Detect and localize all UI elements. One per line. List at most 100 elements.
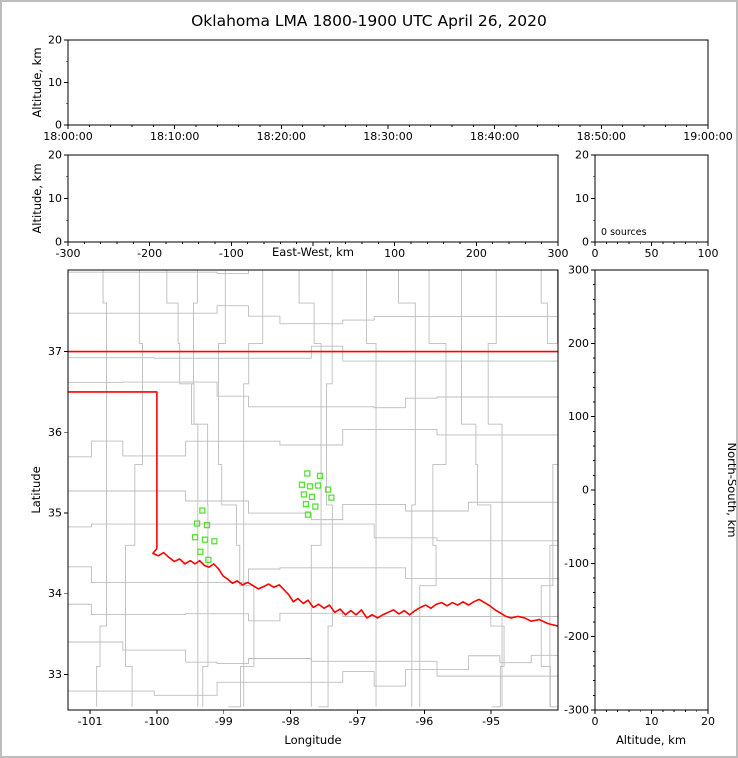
y-tick-label: 35 (48, 507, 62, 520)
lma-station-marker (324, 486, 332, 493)
x-tick-label: -100 (219, 247, 244, 260)
county-boundary-line (318, 270, 333, 708)
panel-time-altitude: 18:00:00 18:10:00 18:20:00 18:30:00 18:40:00… (43, 34, 732, 144)
x-tick-label: 18:40:00 (470, 130, 519, 143)
county-boundary-line (217, 270, 255, 708)
y-tick-label: 0 (582, 236, 589, 249)
county-boundary-line (68, 490, 558, 521)
x-tick-label: 0 (592, 715, 599, 728)
lma-station-marker (197, 548, 204, 555)
ew-panel-xlabel: East-West, km (272, 245, 354, 259)
y-tick-label: -100 (564, 557, 589, 570)
lma-station-marker (302, 500, 310, 508)
oklahoma-border-line (68, 391, 158, 549)
y-tick-label: -200 (564, 630, 589, 643)
x-tick-label: 100 (698, 247, 719, 260)
axis-ticks (64, 351, 492, 714)
lma-station-marker (211, 538, 218, 545)
county-boundary-line (125, 270, 143, 707)
x-tick-label: 0 (592, 247, 599, 260)
y-tick-label: 33 (48, 668, 62, 681)
x-tick-label: -97 (348, 715, 366, 728)
county-boundary-line (96, 270, 107, 707)
y-tick-label: 0 (55, 236, 62, 249)
county-boundary-line (68, 270, 249, 274)
time-panel-ylabel: Altitude, km (30, 47, 44, 117)
lma-station-marker (312, 503, 319, 510)
red-river-line (152, 548, 558, 627)
county-boundary-line (68, 641, 558, 677)
y-tick-label: 0 (55, 119, 62, 132)
axes-background (68, 155, 558, 242)
x-tick-label: 10 (645, 715, 659, 728)
map-layers (68, 270, 558, 708)
y-tick-label: 20 (575, 149, 589, 162)
x-tick-label: 18:20:00 (257, 130, 306, 143)
lma-station-marker (316, 472, 324, 480)
y-tick-label: 36 (48, 426, 62, 439)
axes-background (68, 40, 708, 125)
x-tick-label: 18:30:00 (363, 130, 412, 143)
y-tick-label: 20 (48, 34, 62, 47)
y-tick-label: 20 (48, 149, 62, 162)
lma-station-marker (308, 493, 316, 501)
county-boundary-line (461, 270, 505, 708)
axes-frame (67, 154, 559, 243)
county-boundary-line (68, 429, 558, 458)
lma-station-marker (205, 556, 212, 563)
x-tick-label: -96 (415, 715, 433, 728)
map-xlabel: Longitude (284, 733, 341, 747)
x-tick-label: -99 (215, 715, 233, 728)
county-boundary-line (191, 270, 209, 707)
county-boundary-line (487, 270, 503, 707)
y-tick-label: 0 (582, 484, 589, 497)
axes-frame (594, 269, 709, 711)
county-boundary-line (68, 523, 558, 542)
x-tick-label: -100 (144, 715, 169, 728)
x-tick-label: 19:00:00 (683, 130, 732, 143)
lma-station-marker (314, 482, 322, 489)
county-boundaries (68, 270, 558, 708)
x-tick-label: 18:50:00 (577, 130, 626, 143)
axes-frame (67, 39, 709, 126)
county-boundary-line (68, 603, 558, 622)
y-tick-label: 200 (568, 337, 589, 350)
y-tick-label: 37 (48, 345, 62, 358)
lma-station-marker (298, 481, 306, 488)
x-tick-label: 300 (548, 247, 569, 260)
county-boundary-line (68, 345, 558, 362)
ns-panel-ylabel: North-South, km (725, 443, 736, 538)
county-boundary-line (398, 270, 416, 707)
lma-station-marker (193, 520, 201, 527)
axes-background (68, 270, 558, 710)
source-count-annotation: 0 sources (601, 227, 647, 238)
panel-eastwest-altitude: -300 -200 -100 100 200 300 0 10 20 (48, 149, 569, 261)
y-tick-label: 10 (48, 192, 62, 205)
y-tick-label: 10 (48, 76, 62, 89)
lma-station-marker (300, 491, 308, 498)
county-boundary-line (540, 270, 558, 708)
lma-station-marker (304, 470, 311, 477)
ew-panel-ylabel: Altitude, km (30, 163, 44, 233)
y-tick-label: 10 (575, 192, 589, 205)
lma-station-marker (306, 483, 314, 490)
county-boundary-line (68, 305, 558, 325)
x-tick-label: -200 (137, 247, 162, 260)
county-boundary-line (419, 270, 447, 707)
county-boundary-line (366, 270, 377, 707)
lma-station-marker (328, 494, 335, 501)
lma-station-marker (203, 521, 211, 529)
lma-station-marker (199, 507, 206, 514)
y-tick-label: 100 (568, 410, 589, 423)
x-tick-label: 18:10:00 (150, 130, 199, 143)
x-tick-label: -101 (78, 715, 103, 728)
y-tick-label: 34 (48, 587, 62, 600)
lma-stations (191, 470, 335, 563)
x-tick-label: 100 (384, 247, 405, 260)
axes-background (595, 270, 708, 710)
lma-station-marker (304, 511, 312, 518)
ns-panel-xlabel: Altitude, km (616, 733, 686, 747)
county-boundary-line (243, 270, 264, 707)
